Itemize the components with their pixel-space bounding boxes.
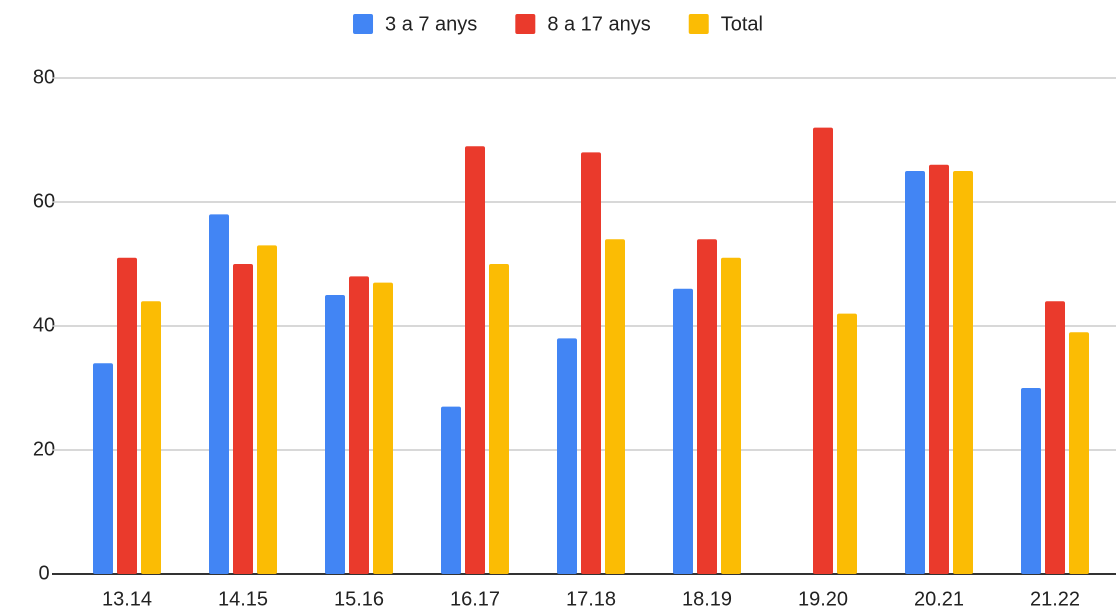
legend-label: 3 a 7 anys (385, 13, 477, 35)
bar (373, 282, 393, 574)
bar (257, 245, 277, 574)
bar (557, 338, 577, 574)
bar (905, 171, 925, 574)
bar (813, 127, 833, 574)
bar (141, 301, 161, 574)
bar (117, 257, 137, 574)
bar (1069, 332, 1089, 574)
bar (489, 264, 509, 574)
bar (953, 171, 973, 574)
bar (929, 164, 949, 575)
bar (1045, 301, 1065, 574)
x-tick-label: 21.22 (1030, 588, 1080, 610)
bar (325, 295, 345, 574)
bar (721, 257, 741, 574)
x-tick-label: 20.21 (914, 588, 964, 610)
x-tick-label: 16.17 (450, 588, 500, 610)
bar (1021, 388, 1041, 574)
bar (349, 276, 369, 574)
legend-swatch (688, 14, 709, 34)
x-tick-label: 15.16 (334, 588, 384, 610)
x-tick-label: 14.15 (218, 588, 268, 610)
y-tick-label: 0 (38, 562, 49, 584)
legend-label: 8 a 17 anys (547, 13, 650, 35)
bar (837, 313, 857, 574)
legend-label: Total (721, 13, 763, 35)
x-tick-label: 17.18 (566, 588, 616, 610)
bar (209, 214, 229, 574)
y-tick-label: 20 (33, 438, 55, 460)
y-tick-label: 80 (33, 66, 55, 88)
y-tick-label: 40 (33, 314, 55, 336)
legend-swatch (353, 14, 374, 34)
bar (465, 146, 485, 574)
bar (697, 239, 717, 574)
x-tick-label: 13.14 (102, 588, 152, 610)
legend-swatch (515, 14, 536, 34)
bar (673, 288, 693, 574)
y-tick-label: 60 (33, 190, 55, 212)
x-tick-label: 19.20 (798, 588, 848, 610)
bar (581, 152, 601, 574)
bar (233, 264, 253, 574)
bar (93, 363, 113, 574)
bar (605, 239, 625, 574)
x-tick-label: 18.19 (682, 588, 732, 610)
bar (441, 406, 461, 574)
